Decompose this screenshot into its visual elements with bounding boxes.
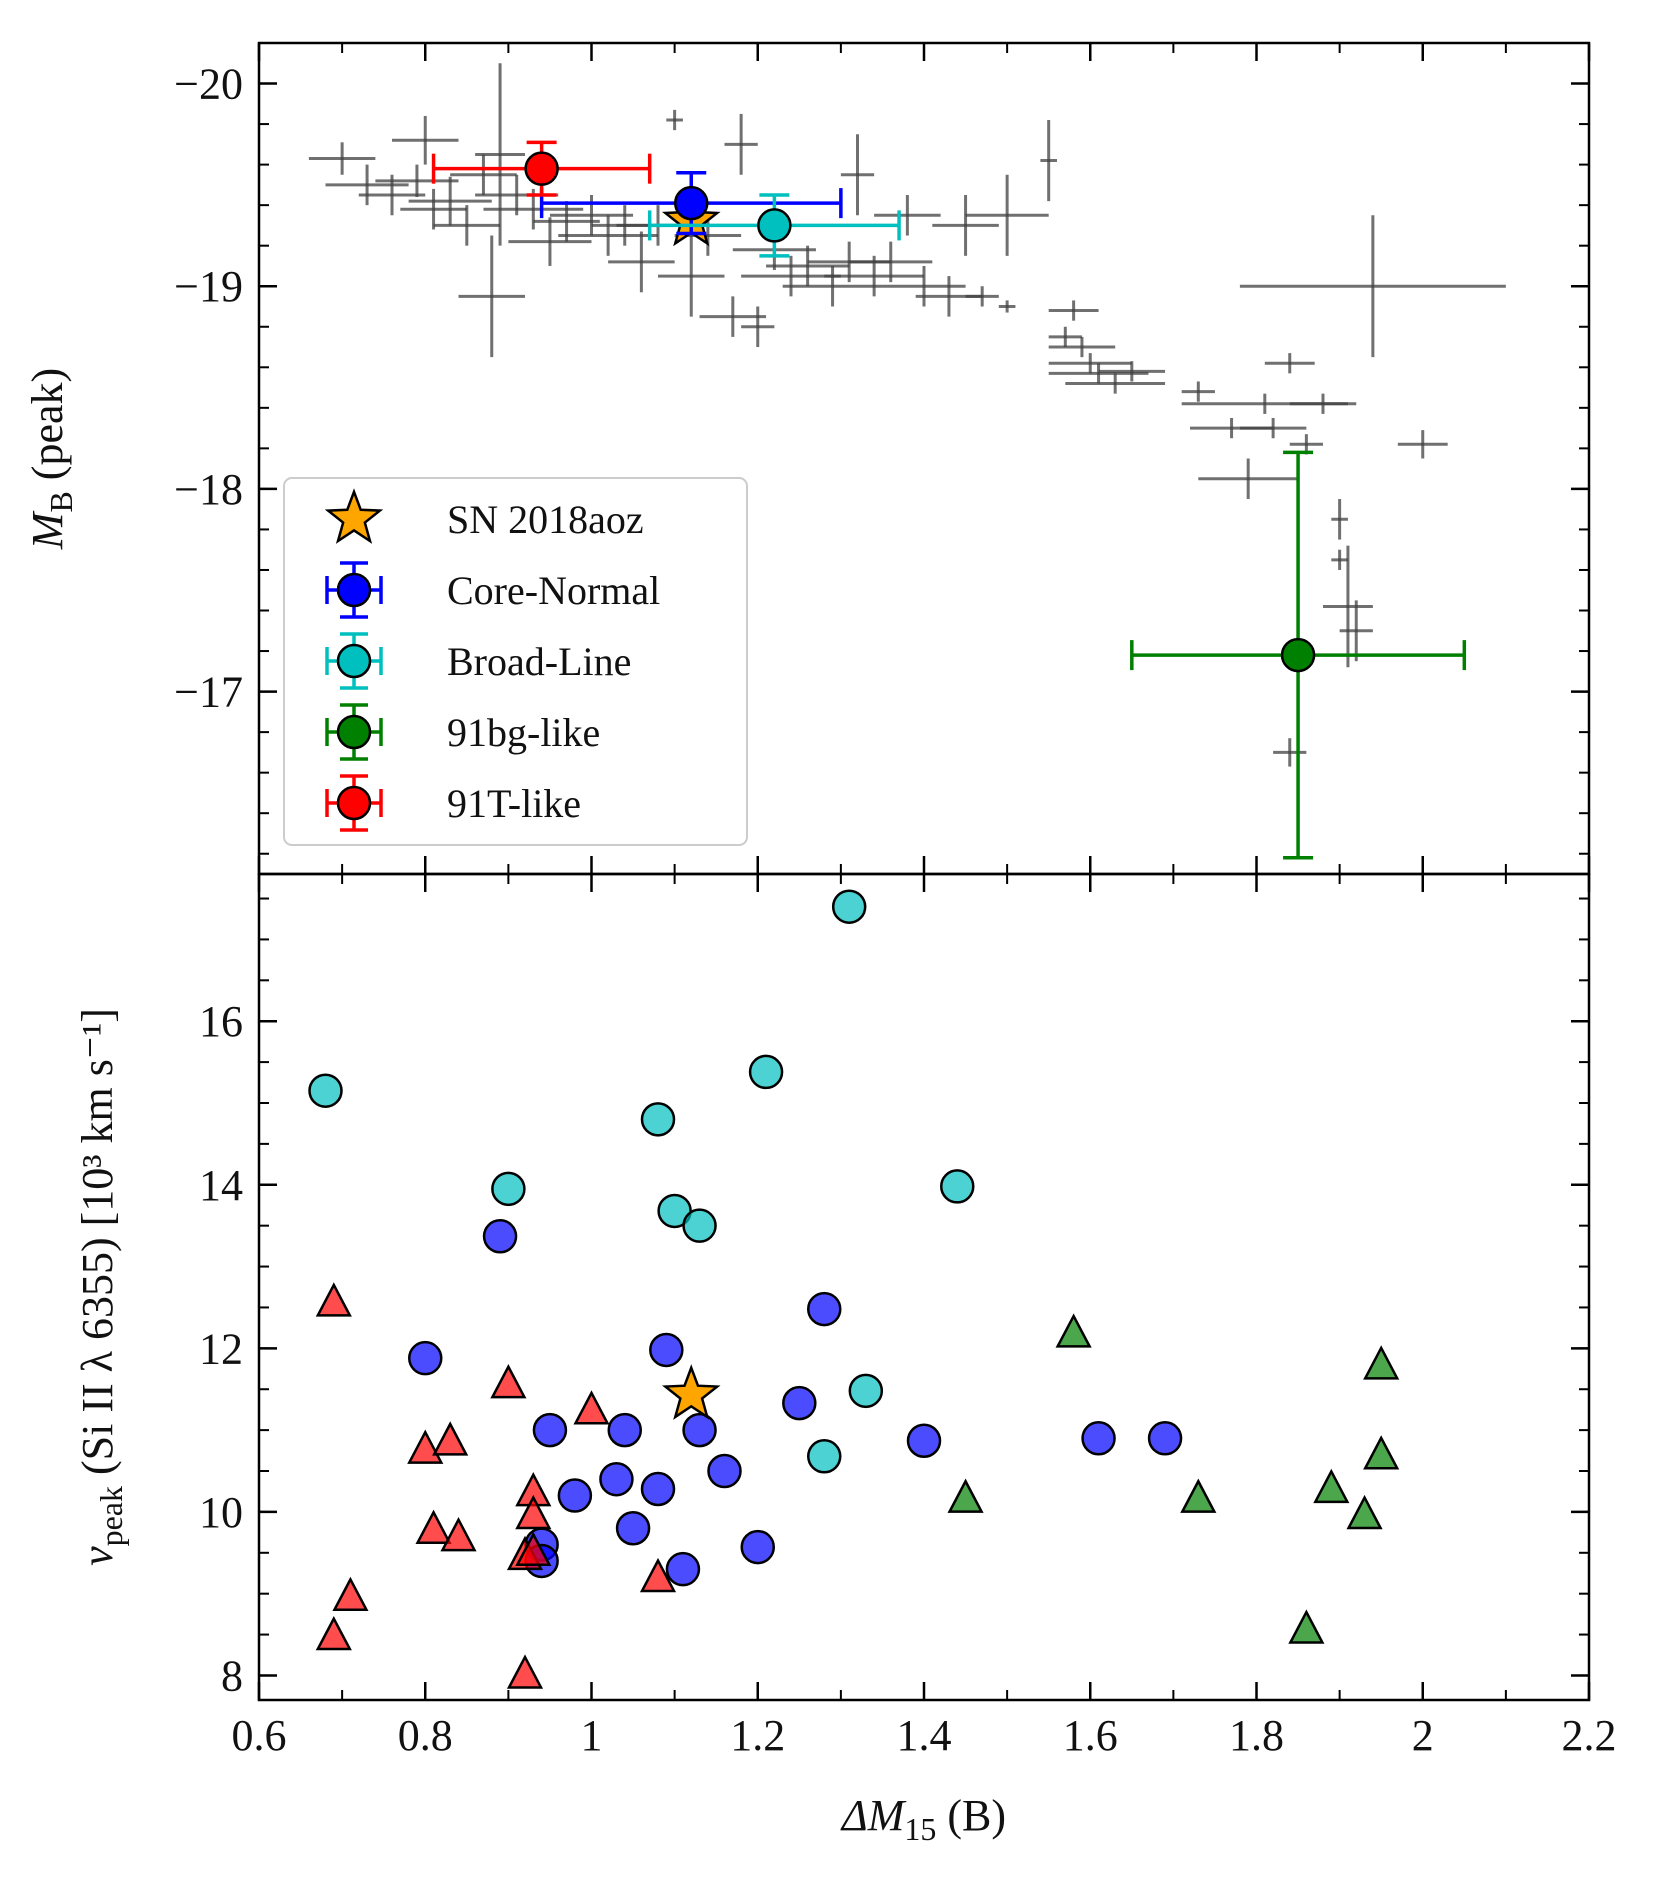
x-tick-label: 1.8 bbox=[1229, 1711, 1284, 1760]
y-tick-label: −19 bbox=[174, 262, 243, 311]
point bbox=[682, 1412, 717, 1448]
point bbox=[524, 151, 559, 186]
y-tick-label: 10 bbox=[199, 1488, 243, 1537]
point bbox=[757, 208, 792, 243]
point bbox=[707, 1453, 742, 1489]
axis-label-sub: peak bbox=[93, 1486, 129, 1546]
point bbox=[1280, 637, 1316, 673]
point bbox=[1363, 1345, 1400, 1380]
x-tick-label: 2.2 bbox=[1562, 1711, 1617, 1760]
axis-label-rest: (peak) bbox=[23, 368, 72, 491]
point bbox=[665, 1551, 701, 1587]
x-tick-label: 1.2 bbox=[730, 1711, 785, 1760]
legend-box bbox=[283, 477, 748, 846]
legend-label: 91T-like bbox=[447, 781, 581, 826]
legend-label: 91bg-like bbox=[447, 710, 600, 755]
point bbox=[432, 1421, 469, 1456]
point bbox=[661, 1364, 721, 1420]
point bbox=[557, 1478, 593, 1513]
point bbox=[408, 1340, 443, 1376]
point bbox=[1313, 1468, 1350, 1504]
y-tick-label: −18 bbox=[174, 465, 243, 514]
legend-label: SN 2018aoz bbox=[447, 497, 644, 542]
y-tick-label: −17 bbox=[174, 668, 243, 717]
point bbox=[807, 1439, 842, 1474]
axis-label-rest: (B) bbox=[936, 1791, 1006, 1840]
point bbox=[740, 1529, 775, 1565]
plot-frame bbox=[257, 872, 1591, 1702]
point bbox=[639, 1557, 677, 1593]
point bbox=[807, 1291, 842, 1327]
point bbox=[482, 1219, 518, 1254]
point bbox=[573, 1390, 610, 1425]
axis-label: vpeak (Si II λ 6355) [10³ km s⁻¹] bbox=[73, 1008, 129, 1566]
point bbox=[532, 1412, 568, 1448]
point bbox=[315, 1615, 352, 1651]
y-tick-label: −20 bbox=[174, 60, 243, 109]
axis-label-sub: B bbox=[43, 491, 79, 512]
point bbox=[491, 1171, 526, 1207]
point bbox=[308, 1073, 343, 1108]
axis-label-main: v bbox=[73, 1546, 122, 1566]
point bbox=[515, 1494, 552, 1530]
axis-label-main: M bbox=[23, 510, 72, 550]
legend-label: Broad-Line bbox=[447, 639, 631, 684]
point bbox=[1081, 1421, 1116, 1456]
x-tick-label: 1.4 bbox=[897, 1711, 952, 1760]
legend-label: Core-Normal bbox=[447, 568, 660, 613]
point bbox=[440, 1516, 477, 1552]
point bbox=[607, 1412, 642, 1448]
x-tick-label: 2 bbox=[1412, 1711, 1434, 1760]
point bbox=[782, 1385, 817, 1421]
axis-label-main: ΔM bbox=[840, 1791, 907, 1840]
point bbox=[615, 1511, 651, 1546]
legend-marker bbox=[336, 643, 372, 679]
legend-marker bbox=[336, 785, 372, 821]
point bbox=[1346, 1494, 1383, 1530]
point bbox=[1055, 1313, 1092, 1348]
point bbox=[515, 1531, 552, 1567]
point bbox=[682, 1208, 717, 1243]
point bbox=[640, 1471, 676, 1507]
point bbox=[1147, 1421, 1183, 1456]
point bbox=[599, 1461, 634, 1497]
point bbox=[407, 1429, 444, 1464]
legend-marker bbox=[324, 488, 384, 544]
axis-label: MB (peak) bbox=[23, 368, 79, 550]
y-tick-label: 16 bbox=[199, 997, 243, 1046]
point bbox=[315, 1282, 352, 1317]
x-tick-label: 0.8 bbox=[398, 1711, 453, 1760]
y-tick-label: 8 bbox=[221, 1651, 243, 1700]
y-tick-label: 14 bbox=[199, 1161, 243, 1210]
point bbox=[332, 1576, 369, 1612]
y-tick-label: 12 bbox=[199, 1324, 243, 1373]
point bbox=[831, 889, 867, 924]
point bbox=[649, 1332, 684, 1368]
axis-label: ΔM15 (B) bbox=[840, 1791, 1006, 1847]
x-tick-label: 1.6 bbox=[1063, 1711, 1118, 1760]
point bbox=[748, 1054, 784, 1090]
point bbox=[940, 1169, 975, 1204]
point bbox=[1288, 1609, 1325, 1644]
x-tick-label: 1 bbox=[581, 1711, 603, 1760]
point bbox=[415, 1509, 452, 1544]
axis-label-rest: (Si II λ 6355) [10³ km s⁻¹] bbox=[73, 1008, 122, 1486]
point bbox=[906, 1423, 942, 1459]
point bbox=[947, 1478, 984, 1513]
point bbox=[1363, 1435, 1400, 1470]
legend-marker bbox=[336, 714, 372, 750]
point bbox=[674, 185, 709, 221]
point bbox=[506, 1654, 544, 1689]
point bbox=[490, 1364, 527, 1399]
point bbox=[848, 1373, 884, 1409]
axis-label-sub: 15 bbox=[904, 1811, 936, 1847]
point bbox=[640, 1102, 676, 1137]
x-tick-label: 0.6 bbox=[232, 1711, 287, 1760]
point bbox=[1180, 1478, 1217, 1513]
legend-marker bbox=[336, 572, 372, 608]
